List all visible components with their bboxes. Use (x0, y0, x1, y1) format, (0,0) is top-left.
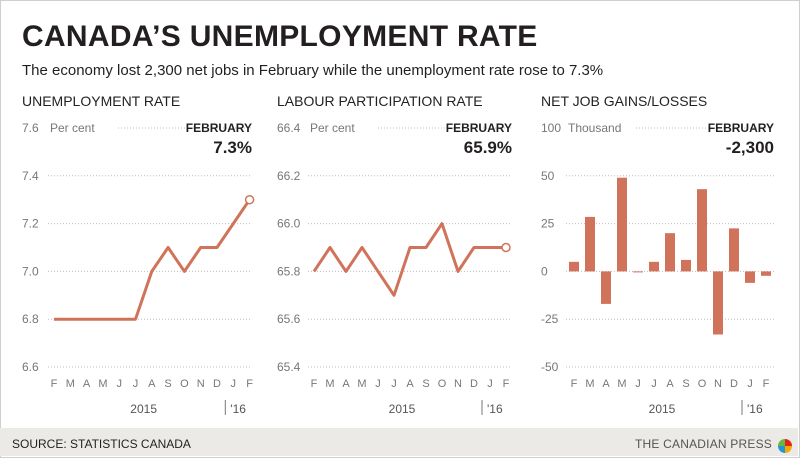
chart2-ytick-label: -50 (541, 360, 559, 374)
chart2-xtick-label: M (617, 378, 626, 390)
chart1-xtick-label: F (503, 378, 510, 390)
chart2-xtick-label: D (730, 378, 738, 390)
press-logo-icon (778, 439, 792, 453)
page-title: CANADA’S UNEMPLOYMENT RATE (22, 20, 538, 53)
chart1-ytick-label: 65.8 (277, 264, 301, 278)
chart2-xtick-label: F (571, 378, 578, 390)
chart2-bar (761, 271, 771, 276)
chart1-series-line (312, 222, 506, 297)
chart2-bar (633, 271, 643, 273)
chart0-xtick-label: M (98, 378, 107, 390)
chart2-xtick-label: A (666, 378, 674, 390)
chart0-ytick-label: 6.8 (22, 312, 39, 326)
chart2-unit-label: Thousand (568, 121, 621, 135)
chart1-xtick-label: J (375, 378, 381, 390)
chart0-xtick-label: O (180, 378, 189, 390)
chart0-latest-value: 7.3% (213, 138, 252, 157)
chart1-last-point (501, 242, 511, 253)
chart1-unit-label: Per cent (310, 121, 355, 135)
chart2-bar (585, 216, 595, 272)
chart0-xtick-label: F (51, 378, 58, 390)
chart2-bar (681, 259, 691, 272)
chart2-bar (601, 271, 611, 304)
chart2-bar (569, 261, 579, 272)
chart1-xtick-label: J (487, 378, 493, 390)
chart0-last-point (244, 194, 255, 205)
chart2-bar (649, 261, 659, 272)
charts-canvas: UNEMPLOYMENT RATE 6.6 6.8 7.0 7.2 7.4 7.6 Per c… (22, 93, 774, 416)
chart1-ytick-label: 66.4 (277, 121, 301, 135)
chart1-ytick-label: 66.2 (277, 169, 301, 183)
footer-bar (0, 428, 798, 456)
chart0-unit-label: Per cent (50, 121, 95, 135)
chart0-ytick-label: 7.6 (22, 121, 39, 135)
chart0-xtick-label: A (148, 378, 156, 390)
chart0-year-label: '16 (230, 402, 246, 416)
chart2-xtick-label: J (635, 378, 641, 390)
chart0-xtick-label: M (66, 378, 75, 390)
chart2-bar (697, 189, 707, 272)
chart2-bar (665, 233, 675, 272)
chart1-xtick-label: A (342, 378, 350, 390)
chart1-year-label: 2015 (389, 402, 416, 416)
chart2-year-label: '16 (747, 402, 763, 416)
chart2-bar (713, 271, 723, 335)
chart1-xtick-label: J (391, 378, 397, 390)
credit-text: THE CANADIAN PRESS (635, 437, 772, 451)
chart1-ytick-label: 65.4 (277, 360, 301, 374)
chart0-ytick-label: 7.4 (22, 169, 39, 183)
chart1-xtick-label: A (406, 378, 414, 390)
chart0-xtick-label: D (213, 378, 221, 390)
chart2-latest-value: -2,300 (726, 138, 774, 157)
source-note: SOURCE: STATISTICS CANADA (12, 437, 191, 451)
chart1-latest-month: FEBRUARY (446, 121, 512, 135)
chart2-bar (729, 228, 739, 272)
chart0-ytick-label: 7.0 (22, 264, 39, 278)
chart1-xtick-label: M (325, 378, 334, 390)
chart0-xtick-label: F (246, 378, 253, 390)
chart1-title: LABOUR PARTICIPATION RATE (277, 93, 483, 109)
chart0-latest-month: FEBRUARY (186, 121, 252, 135)
chart2-ytick-label: 100 (541, 121, 561, 135)
chart2-latest-month: FEBRUARY (708, 121, 774, 135)
chart1-ytick-label: 66.0 (277, 217, 301, 231)
chart0-xtick-label: S (164, 378, 171, 390)
chart1-latest-value: 65.9% (464, 138, 512, 157)
chart1-xtick-label: N (454, 378, 462, 390)
chart1-ytick-label: 65.6 (277, 312, 301, 326)
chart2-xtick-label: J (651, 378, 657, 390)
chart1-xtick-label: S (422, 378, 429, 390)
chart2-ytick-label: 50 (541, 169, 555, 183)
chart2-ytick-label: 0 (541, 264, 548, 278)
chart2-xtick-label: F (763, 378, 770, 390)
chart1-xtick-label: D (470, 378, 478, 390)
page-subtitle: The economy lost 2,300 net jobs in Febru… (22, 62, 604, 79)
chart0-ytick-label: 6.6 (22, 360, 39, 374)
chart2-bar (745, 271, 755, 283)
chart0-xtick-label: N (197, 378, 205, 390)
chart2-xtick-label: O (698, 378, 707, 390)
chart0-xtick-label: A (83, 378, 91, 390)
chart2-year-label: 2015 (649, 402, 676, 416)
chart1-xtick-label: F (311, 378, 318, 390)
chart2-ytick-label: -25 (541, 312, 559, 326)
chart2-xtick-label: J (747, 378, 753, 390)
chart0-title: UNEMPLOYMENT RATE (22, 93, 180, 109)
chart2-xtick-label: S (682, 378, 689, 390)
chart0-xtick-label: J (133, 378, 139, 390)
chart2-xtick-label: M (585, 378, 594, 390)
chart0-ytick-label: 7.2 (22, 217, 39, 231)
chart2-ytick-label: 25 (541, 217, 555, 231)
chart1-xtick-label: O (438, 378, 447, 390)
chart0-xtick-label: J (231, 378, 237, 390)
chart0-year-label: 2015 (130, 402, 157, 416)
chart1-xtick-label: M (357, 378, 366, 390)
chart0-xtick-label: J (116, 378, 122, 390)
chart2-xtick-label: A (602, 378, 610, 390)
chart2-xtick-label: N (714, 378, 722, 390)
chart2-bar (617, 177, 627, 272)
chart1-year-label: '16 (487, 402, 503, 416)
chart0-series-line (54, 198, 251, 321)
chart2-title: NET JOB GAINS/LOSSES (541, 93, 707, 109)
